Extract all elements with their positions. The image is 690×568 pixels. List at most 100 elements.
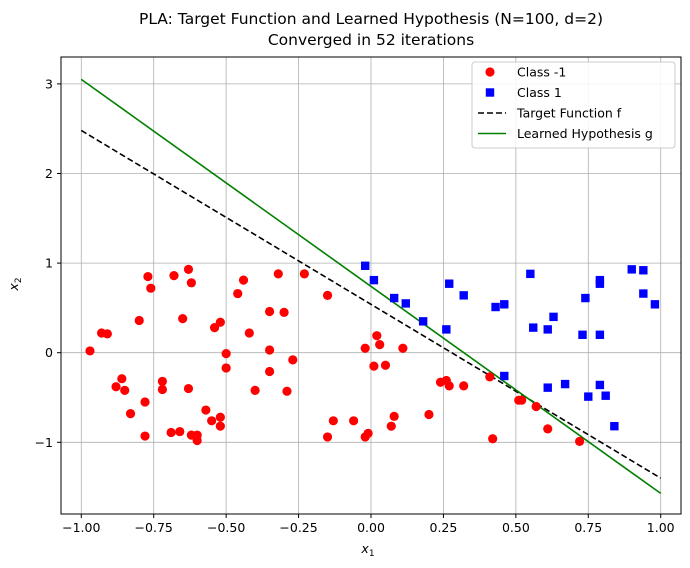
y-axis-label-main: x <box>6 283 21 292</box>
class-neg1-point <box>221 363 231 373</box>
class-neg1-point <box>360 343 370 353</box>
class-neg1-point <box>288 355 298 365</box>
class-neg1-point <box>264 306 275 317</box>
class-pos1-point <box>389 293 399 303</box>
y-tick-label: 2 <box>45 166 53 181</box>
class-neg1-point <box>215 421 225 431</box>
class-neg1-point <box>543 424 553 434</box>
class-pos1-point <box>526 269 535 279</box>
class-neg1-point <box>531 401 541 412</box>
legend-label: Class 1 <box>517 85 562 100</box>
class-pos1-point <box>369 275 379 285</box>
class-neg1-point <box>169 271 179 281</box>
class-neg1-point <box>424 409 434 420</box>
class-pos1-point <box>418 317 428 326</box>
class-neg1-point <box>175 426 185 437</box>
class-neg1-point <box>157 384 168 395</box>
y-axis-label-sub: 2 <box>14 277 24 283</box>
x-tick-label: 0.00 <box>357 520 385 535</box>
class-neg1-point <box>517 395 527 405</box>
class-neg1-point <box>178 314 188 324</box>
class-neg1-point <box>215 317 225 327</box>
x-tick-label: 0.50 <box>502 520 530 535</box>
chart-subtitle: Converged in 52 iterations <box>268 31 474 49</box>
class-neg1-point <box>273 269 283 279</box>
x-tick-label: −1.00 <box>62 520 100 535</box>
class-neg1-point <box>386 421 396 431</box>
legend-label: Class -1 <box>517 65 566 80</box>
class-pos1-point <box>627 265 636 274</box>
class-neg1-point <box>322 290 333 300</box>
class-neg1-point <box>125 409 136 419</box>
class-pos1-point <box>581 293 590 303</box>
class-pos1-point <box>639 266 648 275</box>
line-layer <box>80 78 662 495</box>
class-neg1-point <box>389 411 399 421</box>
points-layer <box>85 261 660 447</box>
class-neg1-point <box>233 288 243 299</box>
class-neg1-point <box>250 385 260 395</box>
class-pos1-point <box>500 371 509 381</box>
class-neg1-point <box>264 366 275 377</box>
class-neg1-point <box>201 405 211 415</box>
x-tick-label: −0.75 <box>135 520 173 535</box>
class-neg1-point <box>207 416 217 426</box>
class-neg1-point <box>186 278 196 288</box>
class-neg1-point <box>140 397 150 407</box>
class-neg1-point <box>85 346 95 356</box>
class-neg1-point <box>134 315 144 326</box>
class-pos1-point <box>491 302 500 312</box>
class-neg1-point <box>183 383 194 394</box>
class-pos1-point <box>601 391 610 400</box>
class-neg1-point <box>146 283 156 293</box>
class-pos1-point <box>543 383 552 392</box>
legend-label: Learned Hypothesis g <box>517 126 653 141</box>
x-tick-label: −0.25 <box>279 520 317 535</box>
axis-ticks: −1.00 −0.75 −0.50 −0.25 0.00 0.25 0.50 0.75 1.00… <box>35 76 675 535</box>
class-neg1-point <box>574 436 585 447</box>
legend-label: Target Function f <box>516 106 622 121</box>
class-neg1-point <box>349 416 359 426</box>
x-axis-label: x1 <box>360 541 374 559</box>
class-neg1-point <box>143 271 153 282</box>
class-neg1-point <box>157 376 168 386</box>
y-tick-label: 0 <box>45 345 53 360</box>
class-pos1-point <box>445 279 454 288</box>
class-neg1-point <box>328 416 338 426</box>
x-tick-label: −0.50 <box>207 520 245 535</box>
legend-marker-square <box>485 88 495 97</box>
y-axis-label: x2 <box>6 277 24 291</box>
class-neg1-point <box>183 264 194 274</box>
class-neg1-point <box>375 340 385 350</box>
class-pos1-point <box>500 300 509 309</box>
class-neg1-point <box>485 372 495 382</box>
class-pos1-point <box>650 300 660 309</box>
x-tick-label: 0.25 <box>430 520 458 535</box>
class-pos1-point <box>639 289 648 298</box>
class-neg1-point <box>117 374 127 384</box>
class-neg1-point <box>372 331 382 341</box>
x-tick-label: 1.00 <box>647 520 675 535</box>
class-neg1-point <box>140 431 150 441</box>
class-neg1-point <box>102 329 112 339</box>
chart-title: PLA: Target Function and Learned Hypothe… <box>139 10 603 28</box>
class-neg1-point <box>166 427 176 438</box>
class-neg1-point <box>215 412 225 422</box>
target-function-line <box>80 129 662 479</box>
class-neg1-point <box>322 432 333 442</box>
class-pos1-point <box>543 325 552 334</box>
class-neg1-point <box>459 381 469 391</box>
legend-box <box>471 61 676 149</box>
class-pos1-point <box>361 261 370 270</box>
y-tick-label: −1 <box>35 435 53 450</box>
class-neg1-point <box>238 275 249 285</box>
class-neg1-point <box>282 386 292 396</box>
class-neg1-point <box>444 381 454 391</box>
class-neg1-point <box>363 428 373 438</box>
class-neg1-point <box>192 435 202 446</box>
class-neg1-point <box>244 328 254 338</box>
class-pos1-point <box>529 323 538 332</box>
class-neg1-point <box>380 360 391 370</box>
class-neg1-point <box>209 323 220 333</box>
